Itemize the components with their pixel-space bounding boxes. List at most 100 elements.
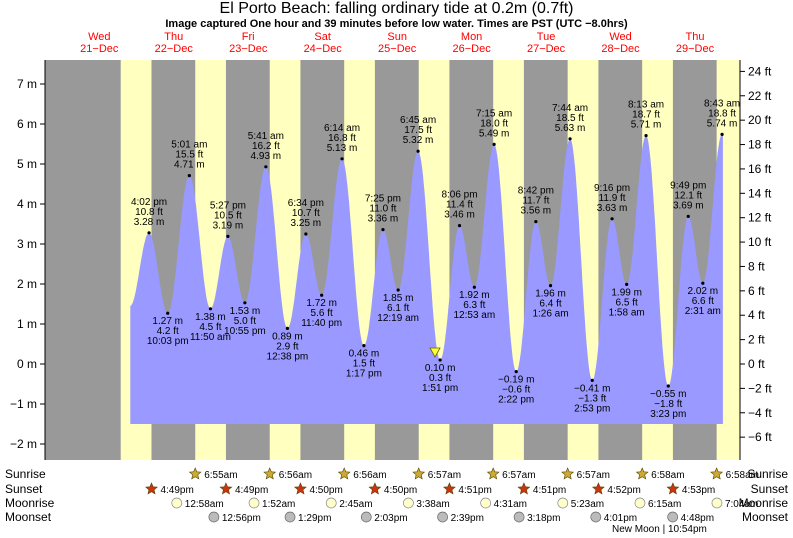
day-date-label: 29−Dec [676,43,715,55]
tide-ft-label: 11.4 ft [446,200,473,211]
sunset-icon [219,482,233,495]
tide-ft-label: 6.6 ft [692,296,714,307]
tide-point [666,384,670,388]
tide-ft-label: 11.9 ft [599,193,626,204]
y-right-tick-label: 12 ft [748,211,772,225]
moonrise-icon [557,497,569,509]
y-left-tick-label: −2 m [10,437,37,451]
tide-m-label: 5.74 m [707,118,738,129]
tide-point [720,132,724,136]
tide-ft-label: −1.8 ft [654,399,682,410]
moonset-time: 4:48pm [681,513,714,524]
moonset-icon [590,511,602,523]
sunrise-time: 6:58am [726,470,759,481]
tide-time-label: 10:55 pm [224,326,266,337]
tide-time-label: 11:50 am [190,332,231,343]
tide-time-label: 12:38 pm [267,351,309,362]
tide-point [416,149,420,153]
tide-ft-label: 6.3 ft [463,300,485,311]
tide-ft-label: 18.5 ft [556,113,584,124]
tide-m-label: 0.46 m [349,349,380,360]
tide-m-label: 1.72 m [306,298,337,309]
y-left-tick-label: 1 m [17,317,37,331]
sunrise-time: 6:57am [577,470,610,481]
tide-time-label: 8:13 am [628,100,664,111]
tide-time-label: 2:22 pm [498,395,534,406]
tide-m-label: −0.55 m [650,389,686,400]
tide-time-label: 8:42 pm [518,186,554,197]
sunrise-icon [188,467,202,480]
tide-ft-label: 16.8 ft [328,133,356,144]
tide-point [304,232,308,236]
moonset-time: 3:18pm [527,513,560,524]
tide-m-label: 1.96 m [535,289,566,300]
row-label-sunset-right: Sunset [751,482,789,496]
moonrise-time: 6:15am [648,499,681,510]
sunrise-icon [635,467,649,480]
tide-ft-label: 15.5 ft [175,150,203,161]
tide-ft-label: 5.6 ft [311,308,333,319]
row-label-moonrise-right: Moonrise [739,496,789,510]
tide-point [644,134,648,138]
tide-time-label: 6:34 pm [288,198,324,209]
tide-time-label: 11:40 pm [301,318,342,329]
tide-ft-label: 6.4 ft [539,299,561,310]
tide-m-label: 1.92 m [459,290,490,301]
moonrise-icon [248,497,260,509]
tide-ft-label: 10.5 ft [214,210,242,221]
moonrise-time: 2:45am [339,499,372,510]
y-right-tick-label: 22 ft [748,89,772,103]
sunset-time: 4:51pm [533,485,566,496]
day-name-label: Tue [537,31,556,43]
y-left-tick-label: 6 m [17,117,37,131]
moonrise-time: 3:38am [416,499,449,510]
tide-m-label: 5.49 m [479,128,510,139]
day-name-label: Thu [686,31,705,43]
day-name-label: Fri [242,31,255,43]
sunrise-time: 6:56am [353,470,386,481]
day-date-label: 22−Dec [155,43,194,55]
tide-ft-label: 12.1 ft [674,190,702,201]
tide-ft-label: 11.0 ft [369,204,396,215]
tide-ft-label: 4.2 ft [157,326,179,337]
moonset-icon [667,511,679,523]
moonrise-icon [171,497,183,509]
moonrise-icon [403,497,414,509]
tide-m-label: 5.63 m [555,123,586,134]
tide-ft-label: 10.8 ft [135,207,163,218]
tide-m-label: 3.63 m [597,203,628,214]
tide-ft-label: 0.3 ft [429,373,451,384]
day-date-label: 25−Dec [378,43,417,55]
tide-point [243,301,247,305]
sunset-icon [591,482,605,495]
tide-m-label: 2.02 m [688,286,719,297]
tide-point [320,293,324,297]
tide-point [492,142,496,146]
y-left-tick-label: 2 m [17,277,37,291]
y-right-tick-label: 6 ft [748,284,765,298]
sunrise-time: 6:57am [502,470,535,481]
tide-time-label: 8:43 am [704,98,740,109]
moonset-icon [360,511,372,523]
tide-point [457,224,462,228]
day-name-label: Sun [387,31,407,43]
tide-point [285,326,290,330]
sunset-time: 4:53pm [682,485,715,496]
y-right-tick-label: 14 ft [748,186,772,200]
tide-m-label: 3.36 m [368,214,399,225]
day-date-label: 23−Dec [229,43,268,55]
chart-subtitle: Image captured One hour and 39 minutes b… [165,18,628,30]
tide-ft-label: 2.9 ft [276,341,298,352]
tide-m-label: 5.13 m [327,143,358,154]
tide-m-label: 1.99 m [611,287,642,298]
tide-ft-label: 6.5 ft [616,297,638,308]
y-right-tick-label: 2 ft [748,333,765,347]
tide-ft-label: 1.5 ft [353,359,375,370]
sunrise-icon [486,467,500,480]
tide-time-label: 7:25 pm [365,194,401,205]
y-left-tick-label: 7 m [17,77,37,91]
day-date-label: 27−Dec [527,43,566,55]
moonset-icon [284,511,296,523]
tide-time-label: 5:01 am [171,140,207,151]
y-right-tick-label: 8 ft [748,259,765,273]
